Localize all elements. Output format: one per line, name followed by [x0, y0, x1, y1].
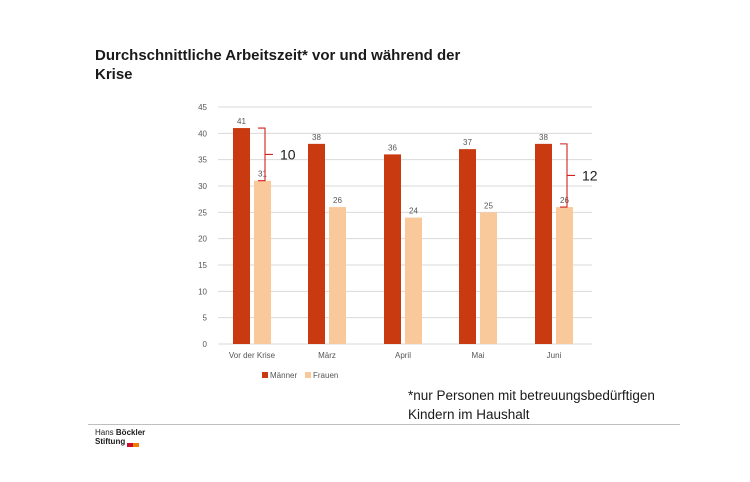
y-tick-label: 0 [203, 340, 208, 349]
data-label: 41 [237, 117, 246, 126]
legend-label: Männer [270, 371, 297, 380]
bar-maenner [384, 154, 401, 344]
bar-frauen [556, 207, 573, 344]
bar-frauen [480, 212, 497, 344]
data-label: 38 [539, 133, 548, 142]
data-label: 38 [312, 133, 321, 142]
legend-swatch [305, 372, 311, 378]
difference-label: 10 [280, 146, 296, 162]
data-label: 36 [388, 143, 397, 152]
logo-text-boeckler: Böckler [115, 428, 146, 437]
footnote-line-2: Kindern im Haushalt [408, 407, 530, 422]
bar-maenner [308, 143, 325, 344]
data-label: 26 [333, 196, 342, 205]
footnote: *nur Personen mit betreuungsbedürftigen … [408, 386, 708, 424]
footer-divider [88, 424, 680, 425]
logo-text-stiftung: Stiftung [95, 437, 126, 446]
footnote-line-1: *nur Personen mit betreuungsbedürftigen [408, 388, 655, 403]
logo-text-hans: Hans [95, 428, 116, 437]
difference-bracket [560, 143, 575, 208]
grid-lines [218, 106, 592, 345]
x-tick-label: März [318, 351, 336, 360]
data-label: 25 [484, 201, 493, 210]
annotations: 10 12 [258, 127, 598, 208]
bar-maenner [459, 149, 476, 344]
data-label: 24 [409, 207, 418, 216]
difference-bracket [258, 127, 273, 182]
y-tick-label: 5 [203, 314, 208, 323]
y-tick-label: 15 [198, 261, 207, 270]
chart-title: Durchschnittliche Arbeitszeit* vor und w… [95, 47, 461, 83]
hans-boeckler-logo: Hans Böckler Stiftung [95, 428, 146, 447]
logo-color-bar [127, 440, 140, 447]
data-labels: 41 38 36 37 38 31 26 24 25 26 [237, 117, 569, 216]
legend-swatch [262, 372, 268, 378]
bar-maenner [233, 128, 250, 344]
legend: Männer Frauen [262, 371, 338, 380]
difference-label: 12 [582, 167, 598, 183]
data-label: 37 [463, 138, 472, 147]
y-tick-label: 45 [198, 103, 207, 112]
data-label: 31 [258, 170, 267, 179]
x-axis-ticks: Vor der Krise März April Mai Juni [229, 351, 562, 360]
bar-maenner [535, 143, 552, 344]
y-tick-label: 10 [198, 287, 207, 296]
y-tick-label: 30 [198, 182, 207, 191]
x-tick-label: Juni [547, 351, 562, 360]
bars [233, 128, 573, 344]
y-tick-label: 25 [198, 208, 207, 217]
bar-frauen [405, 217, 422, 344]
legend-label: Frauen [313, 371, 338, 380]
y-tick-label: 40 [198, 129, 207, 138]
data-label: 26 [560, 196, 569, 205]
y-tick-label: 35 [198, 156, 207, 165]
bar-frauen [254, 180, 271, 344]
x-tick-label: Vor der Krise [229, 351, 276, 360]
x-tick-label: April [395, 351, 411, 360]
x-tick-label: Mai [472, 351, 485, 360]
bar-frauen [329, 207, 346, 344]
y-tick-label: 20 [198, 235, 207, 244]
y-axis-ticks: 0 5 10 15 20 25 30 35 40 45 [198, 103, 207, 349]
